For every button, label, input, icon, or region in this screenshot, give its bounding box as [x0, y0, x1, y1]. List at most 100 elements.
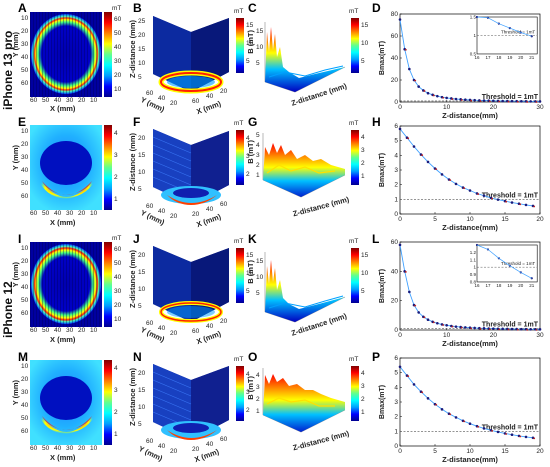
ax1-tick-b-0: 60 — [146, 90, 154, 97]
data-point-p-0 — [398, 365, 402, 369]
chart-h: 0 5 10 15 20 0 1 2 3 4 5 6 Threshold = 1mT Z-distance… — [379, 123, 544, 232]
x-ticklabel-h-3: 15 — [501, 216, 509, 223]
data-point-red-l-17 — [479, 327, 482, 330]
y-tick-i-5: 60 — [21, 310, 29, 317]
threshold-label-h: Threshold = 1mT — [482, 192, 539, 199]
data-point-d-22 — [501, 99, 504, 103]
z-tick-o-2: 2 — [256, 396, 260, 403]
x-ticklabel-h-1: 5 — [433, 216, 437, 223]
data-point-d-10 — [445, 96, 448, 100]
y-ticklabel-p-2: 2 — [394, 414, 398, 421]
z-tick-n-1: 15 — [138, 387, 146, 394]
y-ticklabel-p-4: 4 — [394, 384, 398, 391]
y-tick-a-5: 60 — [21, 80, 29, 87]
cb-tick-m-1: 3 — [114, 387, 118, 394]
data-point-red-p-13 — [491, 430, 494, 432]
heatmap-m — [30, 360, 102, 445]
cb-tick-a-4: 20 — [114, 72, 122, 79]
cb-tick-c-1: 10 — [361, 40, 369, 47]
surface3d-o — [262, 368, 346, 433]
colorbar-n — [236, 366, 244, 421]
inset-fit-line-d — [476, 16, 532, 37]
z-tick-b-0: 25 — [138, 18, 146, 25]
inset-threshold-label-l: Threshold = 1mT — [501, 261, 535, 266]
ax2-tick-j-2: 20 — [220, 318, 228, 325]
data-point-red-p-5 — [435, 403, 438, 406]
ax2-label-j: X (mm) — [195, 328, 223, 347]
cb-tick-k-1: 10 — [361, 270, 369, 277]
data-point-l-16 — [473, 326, 476, 330]
inset-y-ticklabel-l-1: 0.9 — [470, 272, 477, 277]
z-tick-j-3: 5 — [138, 303, 142, 310]
cb-tick-e-2: 2 — [114, 174, 118, 181]
cb-tick-j-0: 15 — [246, 252, 254, 259]
surface3d-c — [264, 22, 346, 93]
xlabel-e: X (mm) — [50, 218, 76, 227]
x-tick-m-3: 30 — [66, 445, 74, 452]
ylabel-p: Bmax(mT) — [379, 385, 386, 419]
inset-x-ticklabel-d-4: 20 — [518, 55, 524, 60]
z-tick-g-1: 4 — [256, 142, 260, 149]
data-point-d-0 — [398, 18, 402, 21]
panel-letter-n: N — [133, 350, 142, 364]
x-ticklabel-p-0: 0 — [398, 448, 402, 455]
data-point-d-18 — [482, 99, 486, 102]
y-tick-i-3: 40 — [21, 284, 29, 291]
data-point-l-18 — [482, 327, 486, 330]
data-point-l-10 — [445, 324, 448, 327]
data-point-h-2 — [412, 145, 416, 148]
y-tick-a-0: 10 — [21, 15, 29, 22]
colorbar-unit-b: mT — [234, 8, 244, 15]
data-point-d-8 — [436, 94, 439, 98]
zlabel-j: Z-distance (mm) — [128, 250, 137, 308]
cb-tick-a-5: 10 — [114, 86, 122, 93]
z-tick-c-0: 15 — [256, 28, 264, 35]
x-ticklabel-l-1: 10 — [443, 332, 451, 339]
colorbar-j — [236, 248, 244, 303]
x-tick-a-5: 10 — [90, 97, 98, 104]
ylabel-d: Bmax(mT) — [379, 41, 386, 75]
cb-tick-i-3: 30 — [114, 288, 122, 295]
data-point-red-d-19 — [488, 100, 491, 103]
data-point-red-l-23 — [507, 328, 510, 331]
inset-x-ticklabel-l-1: 17 — [485, 283, 491, 288]
cb-tick-j-1: 10 — [246, 270, 254, 277]
inset-y-ticklabel-l-3: 1.1 — [470, 257, 477, 262]
panel-letter-p: P — [372, 350, 381, 364]
y-ticklabel-l-0: 0 — [394, 327, 398, 334]
colorbar-a — [104, 12, 112, 97]
cb-tick-o-1: 3 — [361, 383, 365, 390]
data-point-red-l-29 — [535, 329, 538, 331]
inset-x-ticklabel-d-1: 17 — [485, 55, 491, 60]
data-point-h-6 — [440, 173, 444, 176]
zlabel-f: Z-distance (mm) — [128, 133, 137, 191]
y-ticklabel-p-5: 5 — [394, 370, 398, 377]
data-point-l-26 — [520, 327, 523, 331]
cb-tick-g-0: 4 — [361, 134, 365, 141]
data-point-l-2 — [408, 290, 411, 294]
cb-tick-m-3: 1 — [114, 431, 118, 438]
x-ticklabel-d-1: 10 — [443, 104, 451, 111]
inset-x-ticklabel-d-3: 19 — [507, 55, 513, 60]
data-point-p-2 — [412, 383, 416, 386]
x-tick-e-3: 30 — [66, 210, 74, 217]
y-tick-m-3: 40 — [21, 402, 29, 409]
y-tick-a-1: 20 — [21, 28, 29, 35]
heatmap-e — [30, 125, 102, 210]
inset-y-ticklabel-l-0: 0.8 — [470, 279, 477, 284]
colorbar-unit-c: mT — [349, 8, 359, 15]
z-tick-o-0: 4 — [256, 372, 260, 379]
data-point-red-l-3 — [414, 304, 417, 307]
data-point-p-4 — [426, 397, 430, 400]
data-point-d-20 — [492, 99, 495, 103]
data-point-red-h-13 — [491, 197, 494, 200]
data-point-l-12 — [454, 325, 458, 328]
x-tick-a-1: 50 — [42, 97, 50, 104]
colorbar-c — [351, 18, 359, 73]
data-point-d-14 — [464, 98, 467, 101]
data-point-p-18 — [524, 435, 528, 439]
y-ticklabel-p-0: 0 — [394, 443, 398, 450]
cb-tick-b-1: 10 — [246, 40, 254, 47]
y-tick-i-0: 10 — [21, 245, 29, 252]
ax1-tick-f-0: 60 — [146, 203, 154, 210]
